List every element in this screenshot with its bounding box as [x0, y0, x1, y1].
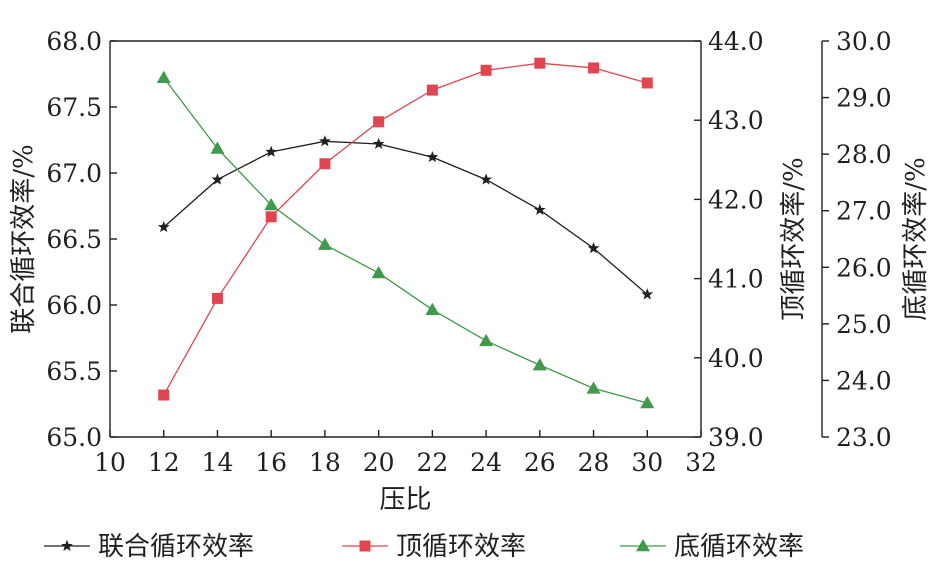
x-tick-label-24: 24: [470, 448, 502, 477]
series-0-point-2: [265, 145, 278, 157]
x-tick-label-14: 14: [202, 448, 234, 477]
left-y-tick-label-65.0: 65.0: [46, 423, 102, 452]
x-tick-label-22: 22: [416, 448, 448, 477]
outer-y-tick-label-25.0: 25.0: [836, 310, 892, 339]
series-2-point-4: [371, 265, 386, 279]
x-tick-label-10: 10: [94, 448, 126, 477]
x-tick-label-18: 18: [309, 448, 341, 477]
series-1-point-4: [373, 116, 385, 128]
series-2-point-7: [532, 358, 547, 371]
legend-marker-2: [636, 539, 650, 552]
series-1-point-7: [534, 57, 546, 69]
series-0-point-4: [372, 137, 385, 149]
left-y-tick-label-66.0: 66.0: [46, 291, 102, 320]
outer-y-tick-label-29.0: 29.0: [836, 84, 892, 113]
x-tick-label-26: 26: [524, 448, 556, 477]
series-0-point-3: [319, 135, 331, 147]
series-1-point-6: [480, 64, 492, 76]
right-y-tick-label-43.0: 43.0: [708, 106, 764, 135]
right-y-tick-label-40.0: 40.0: [708, 344, 764, 373]
legend-label-0: 联合循环效率: [98, 532, 254, 562]
series-2-point-5: [425, 302, 440, 315]
outer-y-tick-label-28.0: 28.0: [836, 140, 892, 169]
right-y-tick-label-41.0: 41.0: [708, 265, 764, 294]
outer-y-axis-title: 底循环效率/%: [901, 157, 931, 320]
series-0-point-7: [533, 203, 546, 215]
outer-y-tick-label-27.0: 27.0: [836, 197, 892, 226]
legend-marker-0: [61, 539, 73, 552]
legend-label-2: 底循环效率: [674, 532, 804, 562]
series-line-1: [163, 62, 648, 396]
left-y-tick-label-65.5: 65.5: [46, 357, 102, 386]
x-axis-title: 压比: [379, 485, 431, 515]
series-1-point-5: [426, 84, 438, 96]
series-1-point-8: [588, 62, 600, 74]
series-1-point-9: [641, 77, 653, 89]
right-y-tick-label-39.0: 39.0: [708, 423, 764, 452]
series-2-point-0: [156, 70, 171, 84]
x-tick-label-20: 20: [363, 448, 395, 477]
left-y-tick-label-67.0: 67.0: [46, 159, 102, 188]
left-y-tick-label-67.5: 67.5: [46, 93, 102, 122]
legend-label-1: 顶循环效率: [396, 532, 526, 562]
right-y-tick-label-42.0: 42.0: [708, 185, 764, 214]
series-0-point-8: [587, 242, 600, 254]
series-2-point-2: [264, 198, 279, 211]
series-1-point-1: [211, 292, 223, 304]
series-line-2: [163, 77, 648, 404]
series-1-point-0: [158, 389, 170, 401]
series-0-point-0: [157, 220, 170, 233]
series-2-point-6: [479, 333, 494, 347]
series-0-point-6: [480, 173, 492, 185]
series-0-point-5: [426, 150, 439, 163]
right-y-tick-label-44.0: 44.0: [708, 27, 764, 56]
series-0-point-9: [641, 288, 654, 300]
series-0-point-1: [211, 173, 224, 185]
series-line-0: [163, 140, 648, 295]
outer-y-tick-label-23.0: 23.0: [836, 423, 892, 452]
x-tick-label-12: 12: [148, 448, 180, 477]
right-y-axis-title: 顶循环效率/%: [779, 157, 809, 320]
outer-y-tick-label-30.0: 30.0: [836, 27, 892, 56]
left-y-tick-label-66.5: 66.5: [46, 225, 102, 254]
left-y-axis-title: 联合循环效率/%: [9, 144, 39, 333]
series-2-point-8: [586, 381, 601, 394]
outer-y-tick-label-24.0: 24.0: [836, 366, 892, 395]
x-tick-label-16: 16: [255, 448, 287, 477]
x-tick-label-28: 28: [578, 448, 610, 477]
x-tick-label-30: 30: [631, 448, 663, 477]
series-2-point-9: [640, 396, 655, 409]
series-2-point-3: [317, 237, 332, 250]
series-1-point-3: [319, 158, 331, 170]
outer-y-tick-label-26.0: 26.0: [836, 253, 892, 282]
x-tick-label-32: 32: [685, 448, 717, 477]
series-2-point-1: [210, 141, 225, 154]
left-y-tick-label-68.0: 68.0: [46, 27, 102, 56]
series-1-point-2: [265, 211, 277, 223]
legend-marker-1: [359, 540, 371, 552]
